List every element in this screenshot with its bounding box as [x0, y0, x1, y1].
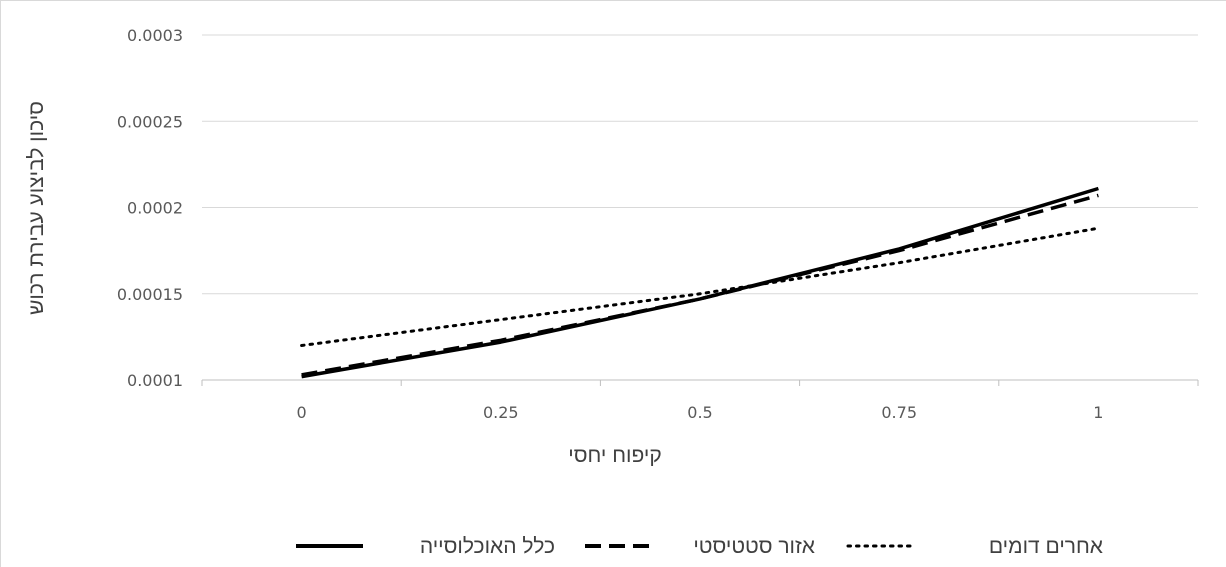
- x-tick-label: 0: [297, 403, 307, 422]
- x-tick-label: 0.75: [881, 403, 917, 422]
- y-axis-title: סיכון לביצוע עבירת רכוש: [25, 101, 48, 315]
- x-tick-label: 0.25: [483, 403, 519, 422]
- series-line-solid: [302, 189, 1099, 377]
- x-axis: [202, 380, 1198, 386]
- gridlines: [202, 35, 1198, 294]
- y-tick-label: 0.00015: [117, 285, 183, 304]
- x-tick-labels: 0 0.25 0.5 0.75 1: [297, 403, 1104, 422]
- y-tick-label: 0.00025: [117, 112, 183, 131]
- y-tick-label: 0.0003: [127, 26, 183, 45]
- y-tick-label: 0.0001: [127, 371, 183, 390]
- x-tick-label: 0.5: [687, 403, 712, 422]
- x-axis-title: קיפוח יחסי: [568, 444, 661, 467]
- series-line-dotted: [302, 228, 1099, 345]
- legend-label: כלל האוכלוסייה: [420, 535, 555, 558]
- legend: כלל האוכלוסייה אזור סטטיסטי אחרים דומים: [296, 535, 1103, 558]
- series-line-dashed: [302, 195, 1099, 374]
- y-tick-labels: 0.0001 0.00015 0.0002 0.00025 0.0003: [117, 26, 183, 390]
- y-tick-label: 0.0002: [127, 199, 183, 218]
- legend-label: אזור סטטיסטי: [693, 535, 815, 558]
- x-tick-label: 1: [1093, 403, 1103, 422]
- series-lines: [302, 189, 1099, 377]
- legend-label: אחרים דומים: [989, 535, 1103, 558]
